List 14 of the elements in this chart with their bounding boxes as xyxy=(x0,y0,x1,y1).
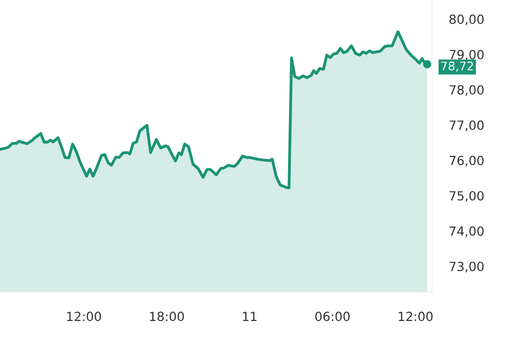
y-tick-label: 74,00 xyxy=(450,226,484,238)
x-tick-label: 12:00 xyxy=(398,312,433,322)
y-tick-label: 73,00 xyxy=(450,262,484,272)
x-tick-label: 12:00 xyxy=(67,312,101,322)
y-tick-label: 78,00 xyxy=(450,85,484,96)
annotation: 78,72 xyxy=(441,62,473,72)
y-tick-label: 76,00 xyxy=(450,156,484,166)
x-tick-label: 18:00 xyxy=(150,312,184,322)
y-tick-label: 77,00 xyxy=(450,120,484,132)
x-tick-label: 11 xyxy=(243,312,256,321)
y-tick-label: 80,00 xyxy=(450,14,484,26)
y-tick-label: 75,00 xyxy=(450,191,484,202)
x-tick-label: 06:00 xyxy=(315,312,350,322)
y-tick-label: 79,00 xyxy=(450,50,484,61)
